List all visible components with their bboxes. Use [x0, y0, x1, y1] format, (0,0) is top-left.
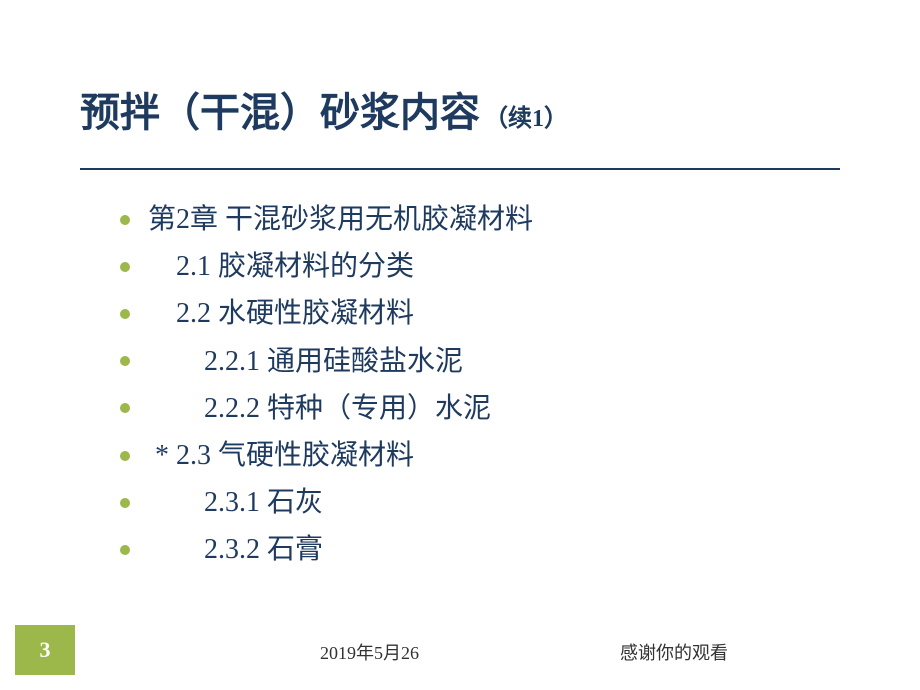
item-text: 2.1 胶凝材料的分类	[148, 247, 414, 286]
slide-title: 预拌（干混）砂浆内容	[80, 90, 480, 135]
item-text: 2.3.2 石膏	[148, 530, 323, 569]
item-text: 2.2.1 通用硅酸盐水泥	[148, 342, 463, 381]
footer-thanks: 感谢你的观看	[620, 639, 728, 665]
bullet-icon	[120, 403, 130, 413]
page-number: 3	[40, 637, 51, 663]
item-text: * 2.3 气硬性胶凝材料	[148, 436, 414, 475]
bullet-icon	[120, 498, 130, 508]
bullet-icon	[120, 356, 130, 366]
list-item: 2.2.2 特种（专用）水泥	[120, 389, 920, 428]
list-item: 第2章 干混砂浆用无机胶凝材料	[120, 200, 920, 239]
bullet-icon	[120, 545, 130, 555]
list-item: 2.3.1 石灰	[120, 483, 920, 522]
item-text: 第2章 干混砂浆用无机胶凝材料	[148, 200, 533, 239]
bullet-icon	[120, 451, 130, 461]
slide-container: 预拌（干混）砂浆内容 （续1） 第2章 干混砂浆用无机胶凝材料 2.1 胶凝材料…	[0, 0, 920, 690]
item-text: 2.3.1 石灰	[148, 483, 323, 522]
bullet-icon	[120, 262, 130, 272]
page-number-box: 3	[15, 625, 75, 675]
slide-title-suffix: （续1）	[484, 106, 568, 132]
bullet-icon	[120, 215, 130, 225]
list-item: * 2.3 气硬性胶凝材料	[120, 436, 920, 475]
content-list: 第2章 干混砂浆用无机胶凝材料 2.1 胶凝材料的分类 2.2 水硬性胶凝材料 …	[0, 170, 920, 570]
list-item: 2.2.1 通用硅酸盐水泥	[120, 342, 920, 381]
title-container: 预拌（干混）砂浆内容 （续1）	[0, 0, 920, 158]
bullet-icon	[120, 309, 130, 319]
item-text: 2.2.2 特种（专用）水泥	[148, 389, 491, 428]
item-text: 2.2 水硬性胶凝材料	[148, 294, 414, 333]
list-item: 2.2 水硬性胶凝材料	[120, 294, 920, 333]
list-item: 2.1 胶凝材料的分类	[120, 247, 920, 286]
footer-date: 2019年5月26	[320, 639, 419, 665]
list-item: 2.3.2 石膏	[120, 530, 920, 569]
